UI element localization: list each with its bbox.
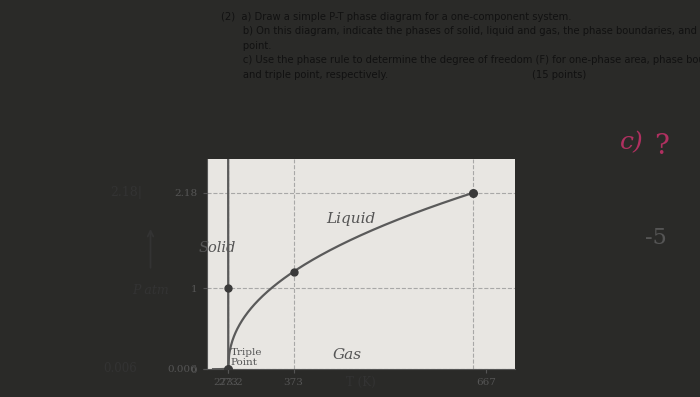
Text: 0.006: 0.006 [104, 362, 137, 375]
Text: 2.18|: 2.18| [110, 186, 142, 199]
Text: Solid: Solid [199, 241, 237, 255]
Text: P atm: P atm [132, 284, 169, 297]
Text: Gas: Gas [332, 348, 362, 362]
Text: c): c) [620, 131, 643, 154]
Text: (2)  a) Draw a simple P-T phase diagram for a one-component system.
       b) On: (2) a) Draw a simple P-T phase diagram f… [220, 12, 700, 79]
Text: -5: -5 [645, 227, 667, 249]
Text: Liquid: Liquid [326, 212, 375, 227]
Text: T (K): T (K) [346, 376, 375, 389]
Text: ?: ? [654, 133, 669, 160]
Text: Triple
Point: Triple Point [231, 348, 262, 367]
